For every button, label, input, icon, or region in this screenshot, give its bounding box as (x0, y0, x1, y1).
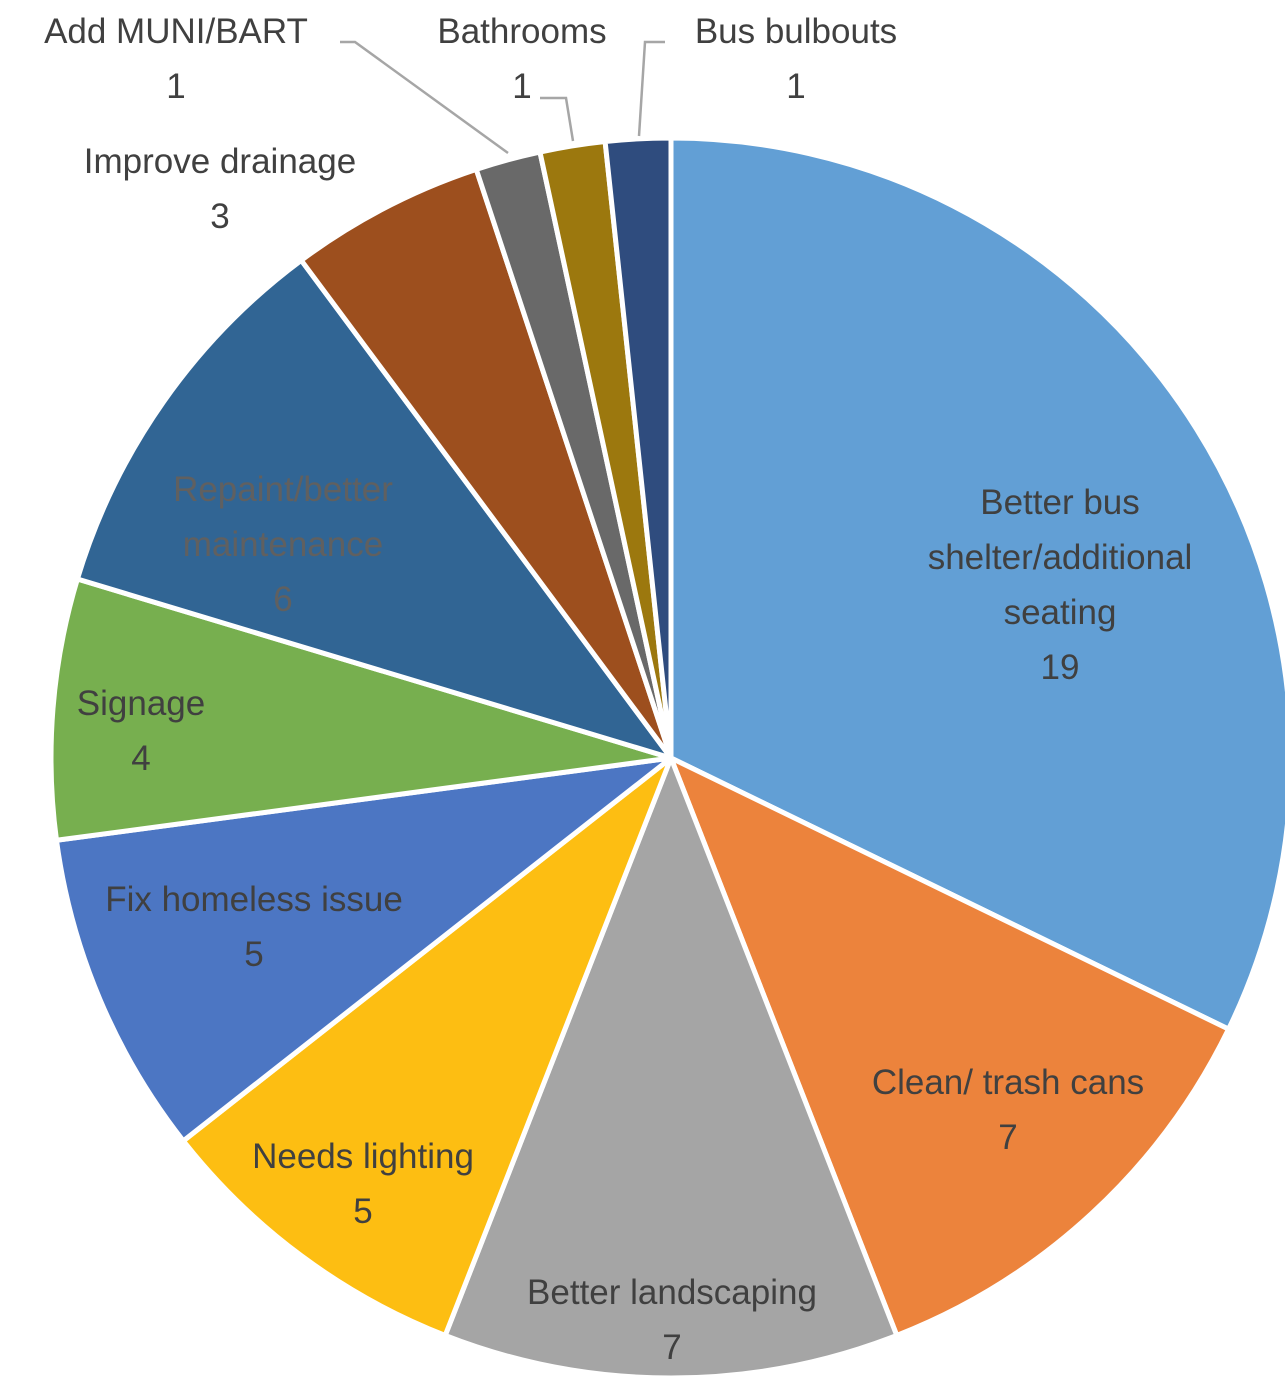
data-label-value: 7 (662, 1328, 681, 1367)
data-label: Clean/ trash cans 7 (872, 1063, 1144, 1157)
pie-slice (298, 166, 674, 761)
data-label: Fix homeless issue 5 (105, 880, 403, 974)
data-label-category: Fix homeless issue (105, 880, 403, 919)
pie-slice (74, 257, 674, 761)
data-label: Bathrooms 1 (437, 12, 606, 106)
data-label-value: 5 (244, 935, 263, 974)
data-label-value: 1 (512, 67, 531, 106)
data-label-category: Add MUNI/BART (44, 12, 308, 51)
data-label-value: 3 (210, 197, 229, 236)
data-label-value: 5 (353, 1192, 372, 1231)
leader-line (540, 96, 575, 142)
data-label-value: 4 (131, 739, 150, 778)
pie-slice (442, 755, 900, 1381)
data-label-category: Better bus (980, 483, 1140, 522)
data-label-value: 1 (786, 67, 805, 106)
data-label-category: shelter/additional (928, 538, 1193, 577)
data-label: Signage 4 (77, 684, 205, 778)
pie-slice (53, 755, 674, 1144)
data-label-value: 7 (998, 1118, 1017, 1157)
data-label-category: Bus bulbouts (695, 12, 897, 51)
data-label: Better bus shelter/additional seating 19 (928, 483, 1193, 687)
leader-line (340, 40, 509, 155)
data-label: Needs lighting 5 (252, 1137, 474, 1231)
data-label-category: maintenance (183, 525, 383, 564)
data-label-category: Better landscaping (527, 1273, 817, 1312)
data-label-value: 6 (273, 580, 292, 619)
data-label-category: Repaint/better (173, 470, 393, 509)
data-label: Bus bulbouts 1 (695, 12, 897, 106)
data-label-category: Clean/ trash cans (872, 1063, 1144, 1102)
pie-slices (48, 135, 1285, 1381)
data-label-category: Needs lighting (252, 1137, 474, 1176)
pie-slice (668, 755, 1232, 1338)
pie-slice (48, 576, 674, 843)
leader-lines (340, 40, 665, 155)
data-label: Add MUNI/BART 1 (44, 12, 308, 106)
data-label-category: Improve drainage (84, 142, 356, 181)
pie-slice (602, 135, 674, 761)
data-label: Repaint/better maintenance 6 (173, 470, 393, 619)
data-label-category: Signage (77, 684, 205, 723)
data-label: Better landscaping 7 (527, 1273, 817, 1367)
data-label: Improve drainage 3 (84, 142, 356, 236)
data-label-category: seating (1004, 593, 1117, 632)
data-label-value: 1 (166, 67, 185, 106)
data-labels: Better bus shelter/additional seating 19 Cle… (44, 12, 1192, 1367)
data-label-category: Bathrooms (437, 12, 606, 51)
data-label-value: 19 (1041, 648, 1080, 687)
pie-slice (180, 755, 674, 1338)
leader-line (637, 40, 665, 137)
pie-slice (668, 135, 1285, 1032)
